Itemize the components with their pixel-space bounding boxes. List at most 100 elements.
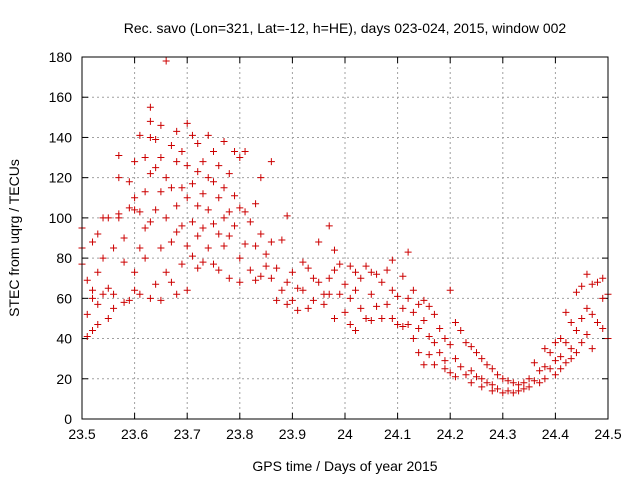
data-point <box>415 325 423 332</box>
data-point <box>399 322 407 330</box>
data-point <box>131 194 139 202</box>
data-point <box>583 270 591 278</box>
data-point <box>257 272 265 280</box>
data-point <box>578 314 586 322</box>
data-point <box>373 270 381 278</box>
data-point <box>346 294 354 302</box>
data-point <box>141 154 149 162</box>
data-point <box>304 304 312 312</box>
data-point <box>488 365 496 373</box>
grid-layer <box>82 57 608 419</box>
data-point <box>325 290 333 298</box>
data-point <box>341 308 349 316</box>
data-point <box>583 304 591 312</box>
data-point <box>104 314 112 322</box>
data-point <box>210 260 217 268</box>
data-point <box>467 367 475 375</box>
data-point <box>278 286 286 294</box>
data-point <box>131 158 139 166</box>
data-point <box>336 290 344 298</box>
data-point <box>83 276 91 284</box>
data-point <box>383 300 391 308</box>
data-point <box>273 264 281 272</box>
data-point <box>215 266 223 274</box>
data-point <box>330 266 338 274</box>
data-point <box>352 286 360 294</box>
data-point <box>125 204 133 212</box>
data-point <box>378 314 386 322</box>
data-point <box>478 355 486 363</box>
data-point <box>225 208 233 216</box>
data-point <box>241 240 249 248</box>
data-point <box>152 164 160 172</box>
data-point <box>220 242 228 250</box>
data-point <box>446 286 454 294</box>
data-point <box>273 296 281 304</box>
data-point <box>194 168 202 176</box>
data-point <box>430 361 438 369</box>
y-tick-label: 0 <box>64 411 72 427</box>
data-point <box>183 162 191 170</box>
data-point <box>262 250 270 258</box>
data-point <box>409 308 417 316</box>
data-point <box>541 375 549 383</box>
data-point <box>162 174 170 182</box>
data-point <box>141 224 149 232</box>
data-point <box>120 234 128 242</box>
data-point <box>278 236 286 244</box>
data-point <box>236 154 244 162</box>
data-point <box>499 389 507 397</box>
data-point <box>115 152 123 160</box>
data-point <box>225 232 233 240</box>
x-tick-label: 23.7 <box>174 426 201 442</box>
data-point <box>241 148 249 156</box>
data-point <box>215 194 223 202</box>
data-point <box>572 349 580 357</box>
data-point <box>536 379 544 387</box>
data-point <box>562 339 570 347</box>
data-point <box>520 385 528 393</box>
data-point <box>404 294 412 302</box>
data-point <box>231 148 239 156</box>
y-tick-label: 160 <box>49 89 73 105</box>
data-point <box>199 158 207 166</box>
data-point <box>146 218 154 226</box>
data-point <box>110 244 118 252</box>
y-tick-label: 100 <box>49 210 73 226</box>
data-point <box>562 308 570 316</box>
data-point <box>267 158 275 166</box>
data-point <box>204 174 212 182</box>
x-tick-label: 23.5 <box>68 426 95 442</box>
data-point <box>167 278 175 286</box>
data-point <box>451 355 459 363</box>
data-point <box>409 286 417 294</box>
data-point <box>467 379 475 387</box>
data-point <box>215 230 223 238</box>
data-point <box>567 355 575 363</box>
data-point <box>136 208 144 216</box>
data-point <box>525 375 533 383</box>
data-point <box>178 184 186 192</box>
data-point <box>141 254 149 262</box>
data-point <box>210 220 217 228</box>
plot-frame <box>81 56 609 420</box>
data-point <box>188 252 196 260</box>
data-point <box>483 379 491 387</box>
data-point <box>399 272 407 280</box>
data-point <box>320 300 328 308</box>
data-point <box>131 268 139 276</box>
data-point <box>488 387 496 395</box>
data-point <box>257 174 265 182</box>
data-point <box>283 278 291 286</box>
data-point <box>446 341 454 349</box>
data-point <box>204 206 212 214</box>
data-point <box>478 383 486 391</box>
data-point <box>588 310 596 318</box>
data-point <box>110 290 118 298</box>
x-axis-label: GPS time / Days of year 2015 <box>252 458 437 474</box>
data-point <box>204 131 212 139</box>
data-point <box>194 202 202 210</box>
x-tick-label: 24.3 <box>489 426 516 442</box>
data-point <box>430 310 438 318</box>
data-point <box>236 204 244 212</box>
